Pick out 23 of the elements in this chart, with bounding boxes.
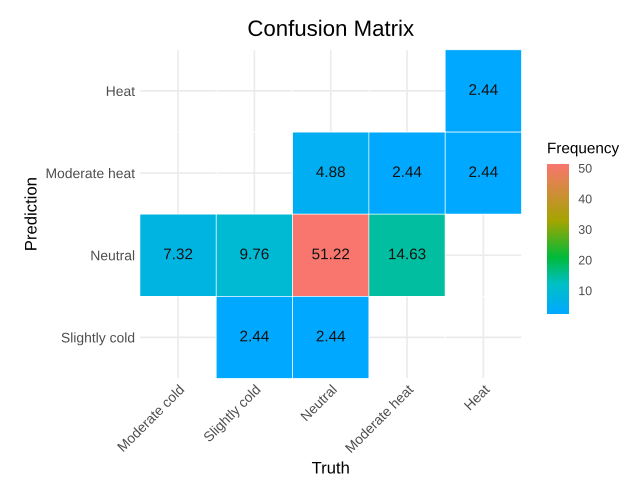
y-tick-label: Neutral	[91, 250, 134, 260]
data-label: 2.44	[316, 330, 346, 342]
color-bar-label: 50	[578, 164, 592, 173]
data-label: 2.44	[469, 166, 498, 178]
y-axis-title: Prediction	[24, 178, 37, 250]
color-bar-label: 10	[579, 286, 592, 296]
data-label: 51.22	[312, 248, 350, 260]
y-tick-label: Heat	[106, 86, 135, 96]
x-axis-title: Truth	[312, 461, 349, 474]
data-label: 2.44	[469, 84, 498, 95]
data-label: 4.88	[316, 166, 345, 178]
data-label: 7.32	[164, 248, 192, 260]
data-label: 9.76	[240, 248, 269, 260]
color-bar-title: Frequency	[548, 142, 620, 156]
y-tick-label: Moderate heat	[46, 168, 135, 178]
data-label: 2.44	[240, 330, 269, 342]
color-bar-label: 30	[578, 225, 592, 234]
color-bar-label: 20	[578, 256, 592, 265]
data-label: 14.63	[389, 248, 426, 260]
data-label: 2.44	[392, 166, 422, 178]
y-tick-label: Slightly cold	[62, 332, 134, 346]
chart-title: Confusion Matrix	[248, 20, 414, 36]
color-bar-label: 40	[578, 194, 592, 204]
